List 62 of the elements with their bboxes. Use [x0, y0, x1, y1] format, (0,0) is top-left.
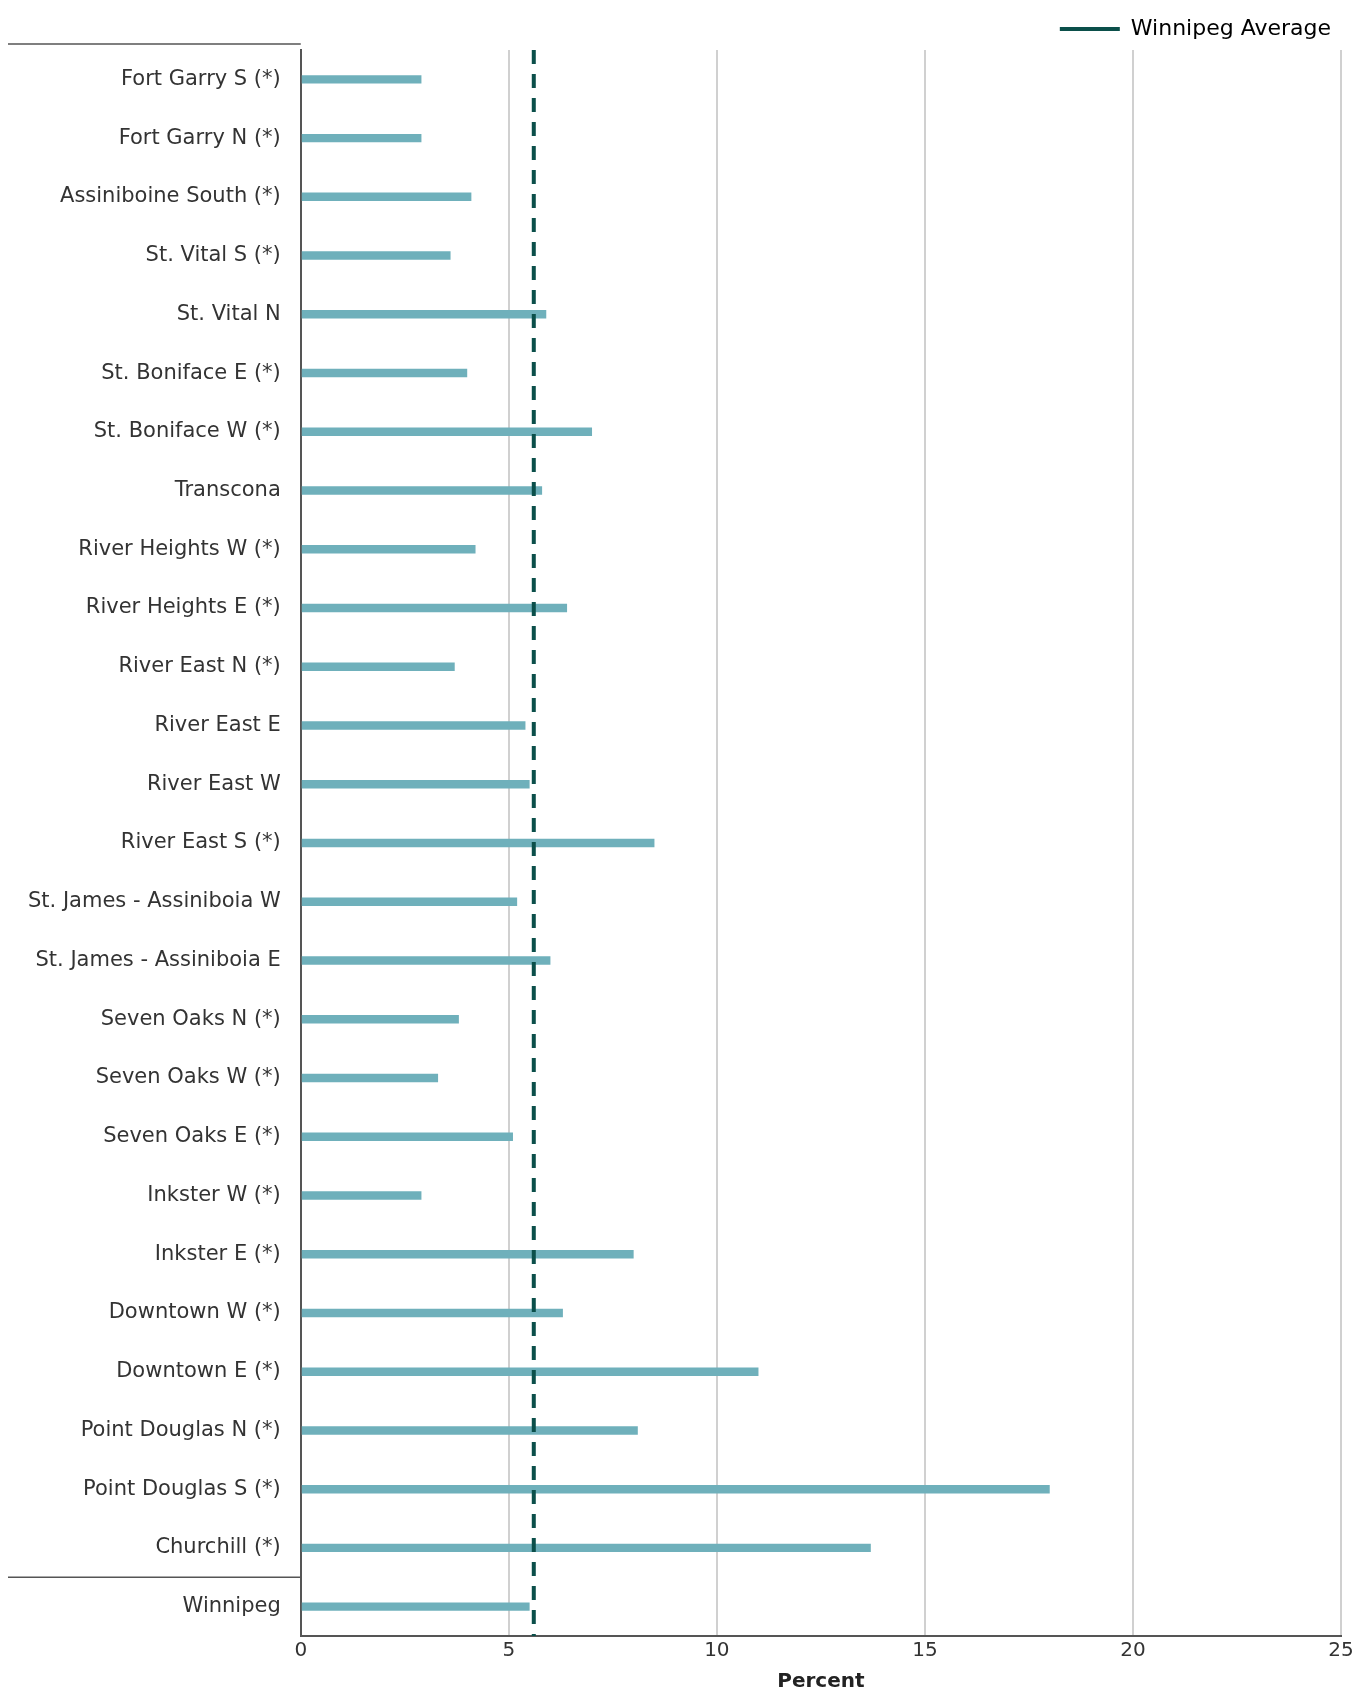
bar: [301, 192, 472, 202]
bar: [301, 603, 568, 613]
bar: [301, 662, 455, 672]
y-tick-label: St. Vital N: [176, 300, 281, 325]
bar: [301, 310, 547, 319]
bar: [301, 956, 551, 965]
y-tick-label: Assiniboine South (*): [60, 183, 281, 208]
y-tick-label: Seven Oaks N (*): [100, 1005, 281, 1030]
bar: [301, 1014, 459, 1024]
y-tick-label: St. James - Assiniboia E: [35, 946, 281, 971]
y-tick-label: River East S (*): [120, 829, 281, 854]
bar: [301, 486, 543, 495]
y-tick-label: Point Douglas N (*): [80, 1416, 281, 1441]
bar: [301, 780, 530, 789]
y-tick-label: River East E: [154, 711, 281, 736]
bar: [301, 75, 422, 84]
y-tick-label: River Heights E (*): [85, 594, 281, 619]
y-tick-label: St. James - Assiniboia W: [27, 888, 281, 913]
x-tick-label: 25: [1328, 1637, 1354, 1662]
y-tick-label: Seven Oaks E (*): [103, 1123, 281, 1148]
y-tick-label: River East W: [146, 770, 281, 795]
bar: [301, 251, 451, 260]
x-tick-label: 20: [1120, 1637, 1146, 1662]
bar: [301, 1249, 634, 1259]
y-tick-label: Churchill (*): [155, 1534, 281, 1559]
bar: [301, 1191, 422, 1200]
y-tick-label: St. Boniface W (*): [93, 418, 281, 443]
bar: [301, 1073, 439, 1083]
bar: [301, 1308, 563, 1318]
y-tick-label: Inkster E (*): [154, 1240, 281, 1265]
y-tick-label: Downtown W (*): [108, 1299, 281, 1324]
bar: [301, 427, 593, 437]
y-tick-label: River Heights W (*): [78, 535, 281, 560]
y-tick-label: Downtown E (*): [116, 1358, 281, 1383]
bar: [301, 838, 655, 848]
y-tick-label: Winnipeg: [182, 1593, 281, 1618]
y-tick-label: River East N (*): [118, 653, 281, 678]
y-tick-label: St. Boniface E (*): [101, 359, 281, 384]
legend-label: Winnipeg Average: [1130, 14, 1332, 40]
bar: [301, 1132, 513, 1141]
bar: [301, 721, 526, 730]
bar: [301, 1602, 530, 1611]
bar: [301, 133, 422, 143]
x-tick-label: 10: [704, 1637, 730, 1662]
y-tick-label: Seven Oaks W (*): [95, 1064, 281, 1089]
x-tick-label: 5: [502, 1637, 516, 1662]
y-tick-label: St. Vital S (*): [145, 242, 281, 267]
bar: [301, 1367, 759, 1376]
y-tick-label: Transcona: [173, 477, 281, 502]
bar: [301, 897, 518, 906]
bar: [301, 1484, 1050, 1494]
y-tick-label: Inkster W (*): [147, 1181, 281, 1206]
bar: [301, 1426, 638, 1435]
bar: [301, 368, 468, 378]
y-tick-label: Point Douglas S (*): [83, 1475, 281, 1500]
x-axis-title: Percent: [777, 1668, 865, 1693]
y-tick-label: Fort Garry S (*): [121, 65, 281, 90]
y-tick-label: Fort Garry N (*): [118, 124, 281, 149]
x-tick-label: 0: [294, 1637, 308, 1662]
x-tick-label: 15: [912, 1637, 938, 1662]
bar: [301, 1543, 871, 1553]
bar: [301, 545, 476, 554]
